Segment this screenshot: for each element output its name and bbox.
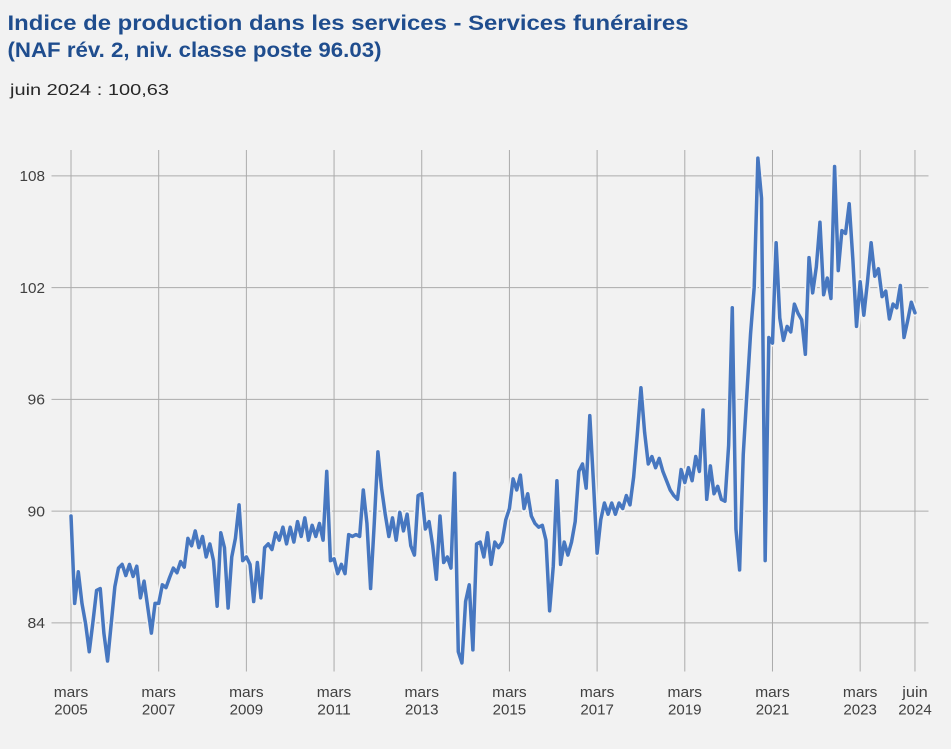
svg-text:2011: 2011 — [317, 702, 351, 719]
svg-text:102: 102 — [20, 280, 46, 297]
svg-text:2013: 2013 — [405, 702, 439, 719]
svg-text:mars: mars — [755, 684, 790, 701]
svg-text:2024: 2024 — [898, 702, 932, 719]
svg-text:84: 84 — [28, 615, 46, 632]
svg-text:108: 108 — [20, 168, 46, 185]
svg-text:mars: mars — [668, 684, 703, 701]
svg-text:2007: 2007 — [142, 702, 176, 719]
svg-text:mars: mars — [229, 684, 264, 701]
svg-text:2019: 2019 — [668, 702, 702, 719]
svg-text:mars: mars — [404, 684, 439, 701]
svg-text:2021: 2021 — [756, 702, 790, 719]
svg-text:90: 90 — [28, 503, 46, 520]
svg-text:mars: mars — [843, 684, 878, 701]
svg-text:2023: 2023 — [843, 702, 877, 719]
svg-text:Indice de production dans les: Indice de production dans les services -… — [8, 11, 689, 35]
svg-text:mars: mars — [141, 684, 176, 701]
svg-text:2015: 2015 — [493, 702, 527, 719]
svg-text:2017: 2017 — [580, 702, 614, 719]
svg-text:juin: juin — [901, 684, 928, 701]
svg-text:mars: mars — [54, 684, 89, 701]
svg-text:2009: 2009 — [230, 702, 264, 719]
svg-text:mars: mars — [580, 684, 615, 701]
svg-text:juin 2024 : 100,63: juin 2024 : 100,63 — [9, 82, 169, 99]
svg-text:(NAF rév. 2, niv. classe poste: (NAF rév. 2, niv. classe poste 96.03) — [8, 38, 382, 62]
svg-text:mars: mars — [492, 684, 527, 701]
svg-text:96: 96 — [28, 392, 46, 409]
svg-text:2005: 2005 — [54, 702, 88, 719]
svg-text:mars: mars — [317, 684, 352, 701]
